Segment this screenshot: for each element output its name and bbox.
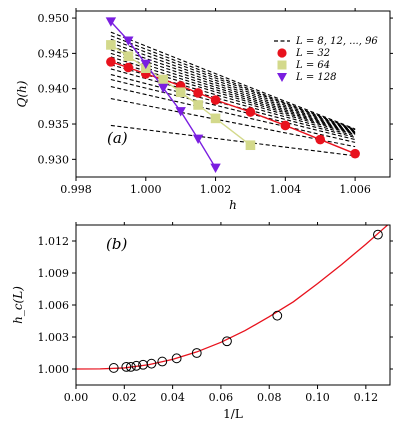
data-point-l128 <box>192 134 204 145</box>
data-point <box>157 356 168 367</box>
x-tick-label: 0.998 <box>60 183 92 196</box>
legend-entry-l32: L = 32 <box>295 48 330 59</box>
data-point-l128 <box>140 59 151 70</box>
dashed-series-line <box>110 49 356 133</box>
y-tick-label: 0.930 <box>38 153 70 166</box>
data-point-l32 <box>106 57 116 67</box>
dashed-series-line <box>110 52 356 134</box>
data-point <box>171 353 182 364</box>
data-point-l64 <box>210 113 221 124</box>
dashed-series-line <box>110 31 356 130</box>
x-tick-label: 1.000 <box>130 183 162 196</box>
y-tick-label: 1.006 <box>38 299 70 312</box>
data-points-group <box>108 229 383 373</box>
x-tick-label: 1.004 <box>270 183 302 196</box>
data-point-l64 <box>158 74 169 85</box>
data-point <box>222 336 232 347</box>
data-point <box>125 361 136 372</box>
y-tick-label: 1.000 <box>38 363 70 376</box>
data-point <box>108 363 119 373</box>
legend-swatch-l64 <box>277 60 287 70</box>
data-point-l128 <box>123 36 134 46</box>
data-point-l128 <box>175 107 186 117</box>
panel-b: 0.00 0.02 0.04 0.06 0.08 0.10 0.12 1.000 1.003 1.… <box>11 222 393 421</box>
dashed-series-line <box>110 35 356 131</box>
data-point-l64 <box>245 140 256 151</box>
dashed-series-line <box>110 56 356 134</box>
data-point-l64 <box>106 40 116 50</box>
y-tick-label: 1.003 <box>38 331 70 344</box>
data-point-l32 <box>350 148 360 159</box>
dashed-series-line <box>110 78 356 141</box>
dashed-series-line <box>110 98 356 148</box>
panel-b-plot-area <box>76 225 389 373</box>
x-tick-label: 0.12 <box>354 391 379 404</box>
panel-b-ylabel: h_c(L) <box>11 286 25 324</box>
data-point-l32 <box>210 95 221 105</box>
panel-b-ticks: 0.00 0.02 0.04 0.06 0.08 0.10 0.12 1.000 1.003 1.… <box>38 222 393 404</box>
legend-entry-l64: L = 64 <box>295 60 330 71</box>
x-tick-label: 0.02 <box>112 391 137 404</box>
dashed-series-line <box>110 42 356 131</box>
marker-series-group <box>105 17 360 174</box>
data-point-l128 <box>105 17 117 27</box>
dashed-series-line <box>110 68 356 137</box>
x-tick-label: 0.00 <box>64 391 89 404</box>
data-point <box>272 310 283 321</box>
legend: L = 8, 12, ..., 96 L = 32 L = 64 L = 128 <box>274 36 378 83</box>
panel-a-ylabel: Q(h) <box>15 80 29 107</box>
data-point <box>191 348 202 358</box>
y-tick-label: 0.950 <box>38 12 70 25</box>
x-tick-label: 0.04 <box>160 391 185 404</box>
y-tick-label: 1.009 <box>38 267 70 280</box>
x-tick-label: 0.10 <box>305 391 330 404</box>
data-point-l32 <box>280 120 291 131</box>
data-point-l32 <box>123 62 134 73</box>
data-point <box>373 229 383 240</box>
data-point-l128 <box>210 163 221 174</box>
data-point-l32 <box>245 107 256 117</box>
data-point-l128 <box>158 83 169 94</box>
data-point-l64 <box>193 100 203 110</box>
y-tick-label: 0.940 <box>38 83 70 96</box>
data-point-l32 <box>315 134 326 145</box>
panel-b-frame <box>75 224 391 386</box>
data-point-l64 <box>175 87 186 98</box>
fit-curve <box>76 225 389 370</box>
panel-a: 0.998 1.000 1.002 1.004 1.006 0.930 0.935 0.940… <box>15 8 393 212</box>
panel-b-label: (b) <box>106 235 127 253</box>
legend-entry-dashed: L = 8, 12, ..., 96 <box>295 36 378 47</box>
legend-swatch-l32 <box>277 48 287 58</box>
x-tick-label: 0.06 <box>209 391 234 404</box>
data-point <box>146 358 157 369</box>
data-point-l32 <box>193 88 203 98</box>
dashed-series-line <box>110 86 356 143</box>
panel-a-plot-area <box>105 17 360 174</box>
y-tick-label: 0.935 <box>38 118 70 131</box>
x-tick-label: 1.006 <box>339 183 371 196</box>
panel-a-frame <box>75 10 391 178</box>
panel-b-xlabel: 1/L <box>223 407 243 421</box>
legend-swatch-l128 <box>277 73 287 82</box>
x-tick-label: 1.002 <box>200 183 232 196</box>
data-point <box>121 361 132 372</box>
x-tick-label: 0.08 <box>257 391 282 404</box>
dashed-series-line <box>110 45 356 132</box>
data-point-l64 <box>123 51 134 62</box>
data-point <box>131 360 142 371</box>
y-tick-label: 0.945 <box>38 47 70 60</box>
panel-a-xlabel: h <box>229 198 237 212</box>
dashed-series-line <box>110 124 356 157</box>
legend-entry-l128: L = 128 <box>295 72 336 83</box>
panel-a-label: (a) <box>107 129 128 147</box>
panel-a-ticks: 0.998 1.000 1.002 1.004 1.006 0.930 0.935 0.940… <box>38 8 393 196</box>
y-tick-label: 1.012 <box>38 235 70 248</box>
